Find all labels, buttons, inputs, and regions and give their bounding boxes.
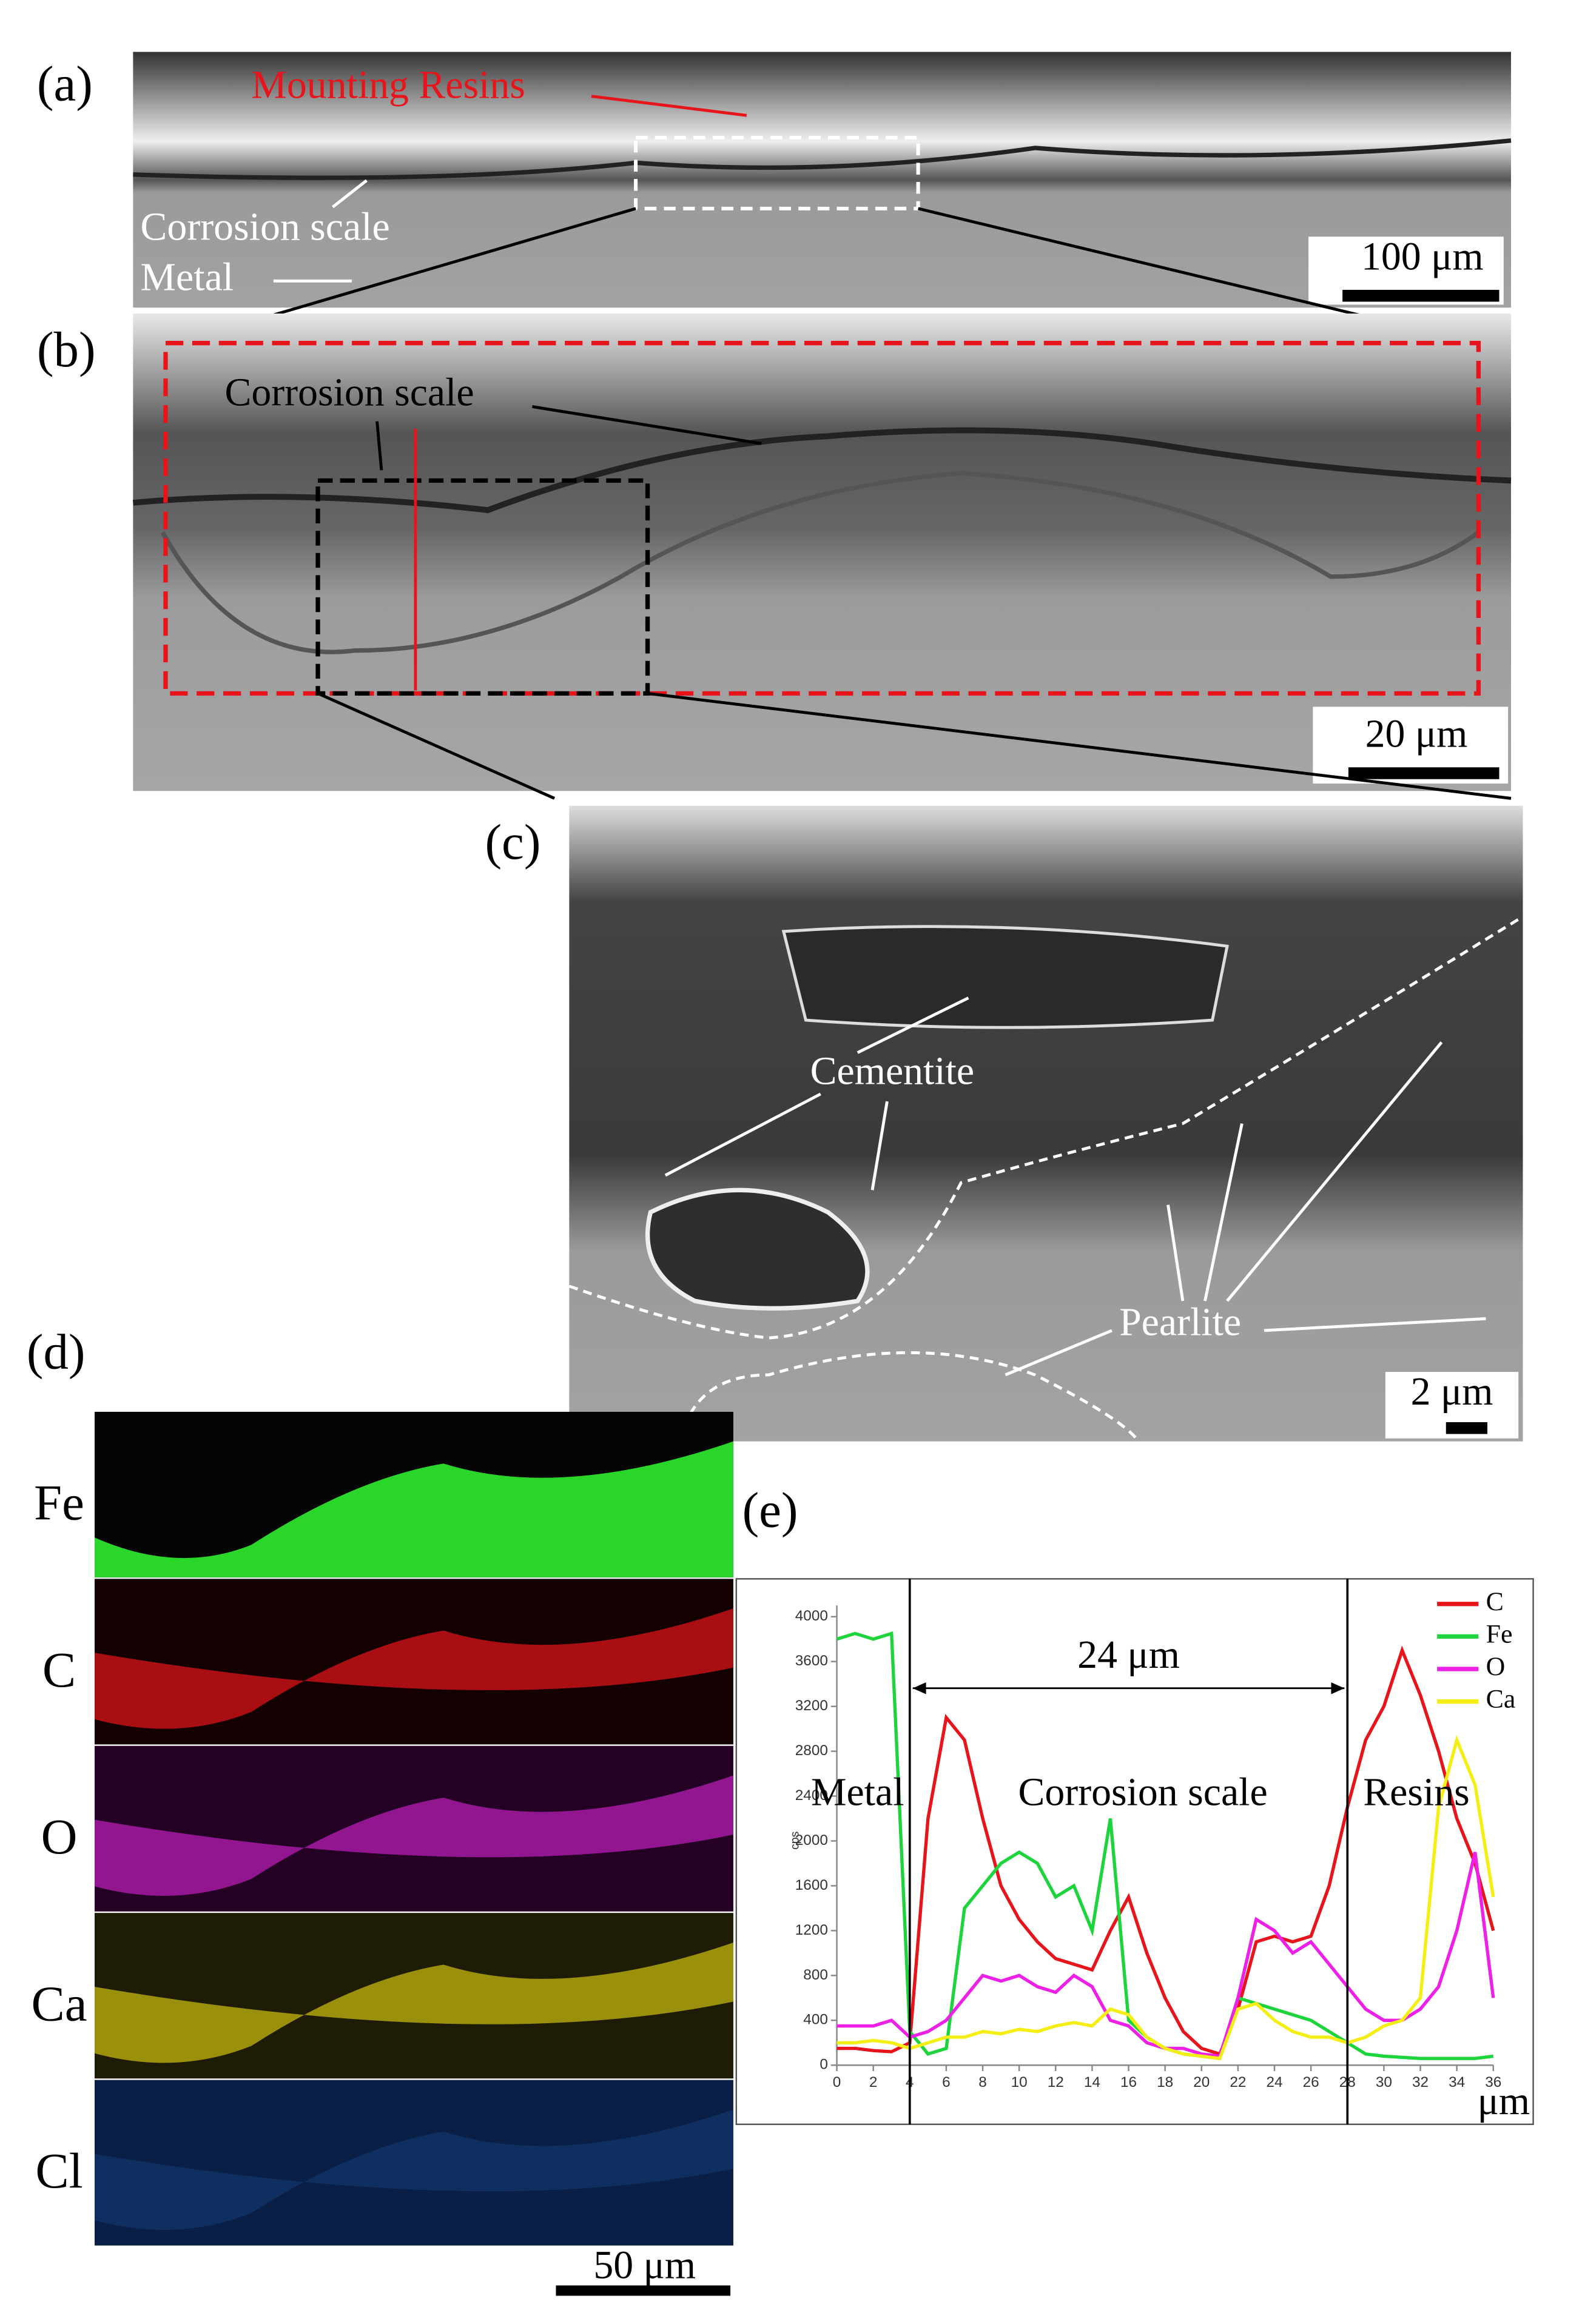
x-tick-label: 6 <box>942 2074 951 2091</box>
x-tick-label: 32 <box>1412 2074 1429 2091</box>
y-tick-label: 4000 <box>795 1608 828 1624</box>
x-tick-label: 16 <box>1120 2074 1137 2091</box>
x-tick-label: 0 <box>833 2074 841 2091</box>
x-tick-label: 30 <box>1376 2074 1392 2091</box>
pearlite-boundary <box>568 915 1524 1340</box>
annotation: Corrosion scale <box>224 371 474 415</box>
arrow <box>870 1101 889 1191</box>
arrow <box>1005 1329 1112 1377</box>
arrow <box>331 179 368 209</box>
x-tick-label: 24 <box>1266 2074 1282 2091</box>
series-line <box>836 1735 1495 2061</box>
scale-bar-label: 20 μm <box>1365 712 1468 756</box>
y-tick-label: 1600 <box>795 1877 828 1893</box>
micrograph-c <box>569 805 1523 1442</box>
pearlite-boundary <box>678 1351 1140 1443</box>
eds-map-signal <box>94 2109 733 2230</box>
y-tick-label: 3600 <box>795 1653 828 1669</box>
void <box>781 925 1229 1029</box>
x-tick-label: 14 <box>1084 2074 1100 2091</box>
element-label: Ca <box>31 1976 87 2032</box>
x-tick-label: 10 <box>1011 2074 1028 2091</box>
y-tick-label: 1200 <box>795 1922 828 1938</box>
x-tick-label: 18 <box>1157 2074 1173 2091</box>
scale-bar <box>1348 767 1500 779</box>
annotation: Metal <box>141 255 234 299</box>
y-tick-label: 3200 <box>795 1698 828 1714</box>
arrow <box>1203 1123 1244 1301</box>
annotation: Mounting Resins <box>251 63 525 107</box>
panel-label: (b) <box>37 321 96 377</box>
scale-line <box>133 138 1512 180</box>
legend-label: Ca <box>1486 1685 1516 1714</box>
scale-bar <box>1446 1422 1488 1434</box>
line-chart: 0246810121416182022242628303234360400800… <box>788 1579 1530 2124</box>
eds-map-bg <box>94 2080 733 2246</box>
arrow <box>317 692 556 800</box>
zoom-box <box>163 341 1481 696</box>
span-label: 24 μm <box>1077 1633 1180 1677</box>
zoom-box <box>634 135 920 210</box>
arrow <box>1226 1041 1443 1302</box>
scale-boundary <box>160 471 1480 654</box>
eds-map-signal <box>94 1441 733 1577</box>
panel-label: (c) <box>485 814 540 870</box>
chart-annotation: Corrosion scale <box>1018 1770 1268 1815</box>
series-line <box>836 1645 1495 2057</box>
eds-map-signal <box>94 1608 733 1729</box>
legend-label: O <box>1486 1652 1506 1681</box>
scale-bar <box>556 2285 731 2296</box>
x-tick-label: 36 <box>1485 2074 1501 2091</box>
annotation: Cementite <box>810 1049 974 1093</box>
scale-bar <box>1342 289 1500 302</box>
element-label: Fe <box>34 1474 84 1530</box>
legend-label: Fe <box>1486 1619 1513 1648</box>
element-label: O <box>41 1808 78 1864</box>
element-label: C <box>42 1642 76 1698</box>
arrow <box>375 421 383 471</box>
chart-annotation: Resins <box>1363 1770 1469 1815</box>
zoom-box <box>315 478 650 696</box>
scale-bar-label: 2 μm <box>1411 1369 1493 1414</box>
y-tick-label: 400 <box>803 2012 828 2028</box>
x-tick-label: 34 <box>1449 2074 1465 2091</box>
y-axis-label: cps <box>788 1831 801 1850</box>
x-tick-label: 12 <box>1048 2074 1064 2091</box>
x-tick-label: 22 <box>1230 2074 1246 2091</box>
eds-map-signal <box>94 1942 733 2063</box>
panel-label: (a) <box>37 55 93 111</box>
x-axis-label: μm <box>1478 2079 1530 2123</box>
arrow <box>591 95 747 117</box>
annotation: Corrosion scale <box>141 205 390 249</box>
scale-bar-label: 100 μm <box>1361 234 1484 278</box>
eds-map-signal <box>94 1775 733 1896</box>
annotation: Pearlite <box>1119 1300 1241 1345</box>
arrow <box>664 1092 821 1177</box>
panel-label: (d) <box>27 1324 86 1380</box>
x-tick-label: 26 <box>1303 2074 1319 2091</box>
y-tick-label: 0 <box>820 2057 828 2073</box>
void <box>645 1187 870 1311</box>
chart-annotation: Metal <box>811 1770 904 1815</box>
scale-line <box>132 427 1512 514</box>
arrow <box>857 996 969 1054</box>
x-tick-label: 8 <box>978 2074 987 2091</box>
panel-label: (e) <box>742 1482 798 1538</box>
x-tick-label: 20 <box>1193 2074 1210 2091</box>
element-label: Cl <box>35 2143 82 2198</box>
x-tick-label: 2 <box>869 2074 878 2091</box>
y-tick-label: 800 <box>803 1967 828 1983</box>
y-tick-label: 2000 <box>795 1832 828 1849</box>
y-tick-label: 2400 <box>795 1787 828 1804</box>
legend-label: C <box>1486 1587 1504 1616</box>
arrow <box>647 691 1512 800</box>
y-tick-label: 2800 <box>795 1742 828 1759</box>
arrow <box>1264 1317 1486 1332</box>
eds-maps: Fe C O Ca Cl <box>31 1411 733 2246</box>
arrow <box>532 405 762 445</box>
arrow <box>1166 1204 1185 1301</box>
scale-bar-label: 50 μm <box>593 2243 696 2288</box>
